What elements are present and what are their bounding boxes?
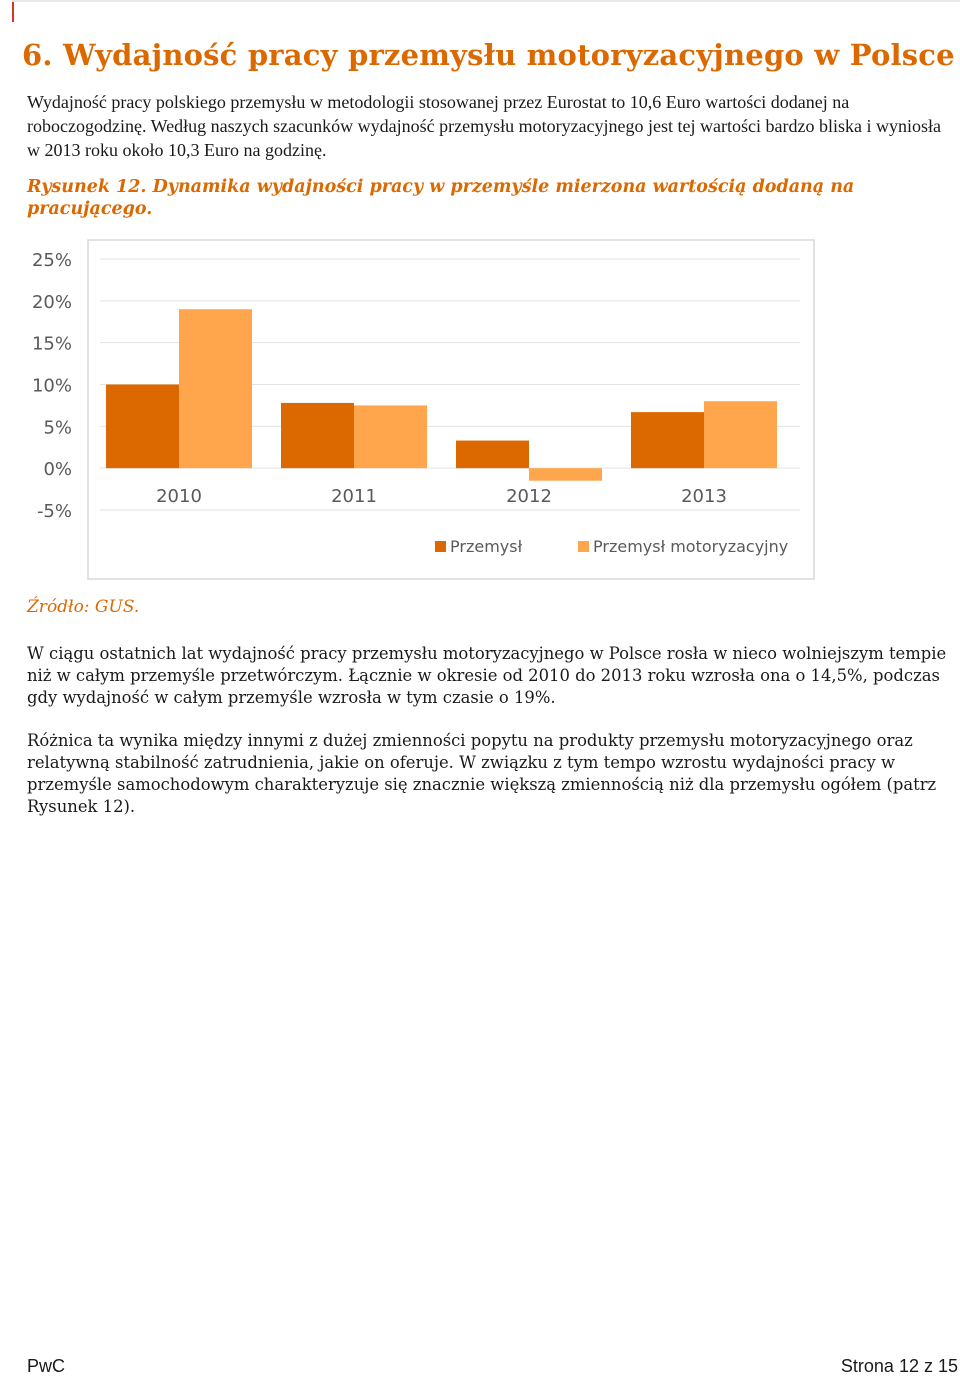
- body-paragraph-1: W ciągu ostatnich lat wydajność pracy pr…: [27, 644, 947, 707]
- bar-przemysl: [631, 412, 704, 469]
- bar-motoryzacyjny: [354, 405, 427, 469]
- bar-przemysl: [456, 440, 529, 469]
- x-tick-label: 2013: [681, 486, 727, 507]
- bar-motoryzacyjny: [179, 309, 252, 469]
- top-rule: [12, 0, 960, 2]
- intro-paragraph: Wydajność pracy polskiego przemysłu w me…: [27, 92, 941, 160]
- chart-frame: [87, 239, 815, 580]
- legend-label: Przemysł motoryzacyjny: [593, 537, 788, 556]
- y-tick-label: 20%: [32, 292, 72, 313]
- x-tick-label: 2012: [506, 486, 552, 507]
- chart-container: 25% 20% 15% 10% 5% 0% -5% 2010 2011 2012 2013 Przem…: [0, 222, 960, 592]
- bar-chart: 25% 20% 15% 10% 5% 0% -5% 2010 2011 2012 2013 Przem…: [32, 239, 815, 580]
- bar-przemysl: [281, 402, 354, 469]
- y-tick-label: 15%: [32, 334, 72, 355]
- source-note: Źródło: GUS.: [27, 597, 140, 617]
- footer-brand: PwC: [27, 1356, 66, 1376]
- x-tick-label: 2010: [156, 486, 202, 507]
- body-paragraph-2: Różnica ta wynika między innymi z dużej …: [27, 731, 937, 816]
- section-heading: 6. Wydajność pracy przemysłu motoryzacyj…: [22, 38, 955, 72]
- figure-caption: Rysunek 12. Dynamika wydajności pracy w …: [27, 177, 855, 219]
- bar-przemysl: [106, 384, 179, 469]
- corner-mark: [12, 0, 14, 22]
- y-tick-label: -5%: [37, 501, 72, 522]
- legend-label: Przemysł: [450, 537, 523, 556]
- legend-swatch: [578, 541, 589, 552]
- bar-motoryzacyjny: [704, 401, 777, 469]
- y-tick-label: 10%: [32, 376, 72, 397]
- legend-swatch: [435, 541, 446, 552]
- footer-page-number: Strona 12 z 15: [840, 1356, 958, 1376]
- bar-motoryzacyjny: [529, 468, 602, 481]
- x-tick-label: 2011: [331, 486, 377, 507]
- y-tick-label: 5%: [43, 417, 72, 438]
- y-tick-label: 0%: [43, 459, 72, 480]
- y-tick-label: 25%: [32, 250, 72, 271]
